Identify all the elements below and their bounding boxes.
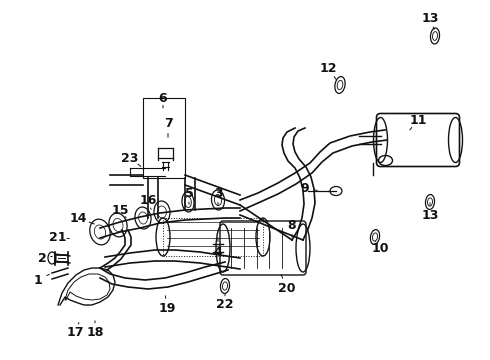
Text: 12: 12 [319, 62, 337, 75]
Text: 15: 15 [111, 203, 129, 216]
Text: 8: 8 [288, 219, 296, 231]
Text: 17: 17 [66, 325, 84, 338]
Text: 13: 13 [421, 208, 439, 221]
Text: 5: 5 [185, 186, 194, 199]
Bar [143, 98, 185, 178]
Text: 11: 11 [409, 113, 427, 126]
Text: 13: 13 [421, 12, 439, 24]
Text: 6: 6 [159, 91, 167, 104]
Text: 22: 22 [216, 298, 234, 311]
Text: 4: 4 [214, 246, 222, 258]
Text: 19: 19 [158, 302, 176, 315]
Text: 14: 14 [69, 212, 87, 225]
Text: 16: 16 [139, 194, 157, 207]
Text: 2: 2 [38, 252, 47, 265]
Text: 9: 9 [301, 181, 309, 194]
Text: 1: 1 [34, 274, 42, 287]
Text: 3: 3 [214, 186, 222, 199]
Text: 18: 18 [86, 325, 104, 338]
Bar [163, 218, 263, 256]
Text: 21: 21 [49, 230, 67, 243]
Text: 7: 7 [164, 117, 172, 130]
Text: 23: 23 [122, 152, 139, 165]
Text: 20: 20 [278, 282, 296, 294]
Text: 10: 10 [371, 242, 389, 255]
